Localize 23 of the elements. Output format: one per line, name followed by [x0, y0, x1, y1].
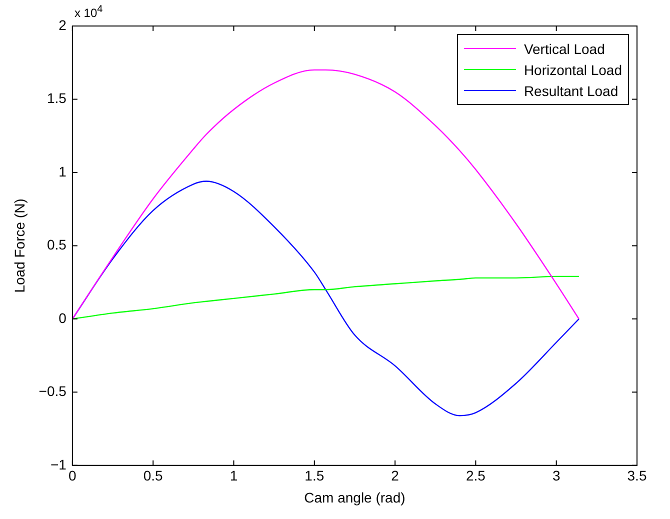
y-tick-label: 0.5 [46, 236, 67, 253]
x-tick-label: 0 [68, 468, 77, 484]
x-tick-label: 3.5 [627, 468, 647, 484]
legend-label: Resultant Load [524, 82, 618, 98]
x-tick-label: 3 [552, 468, 560, 484]
legend-label: Horizontal Load [524, 62, 622, 78]
line-series [72, 180, 580, 416]
x-tick-label: 1.5 [304, 468, 324, 484]
y-tick-label: 1 [58, 163, 67, 180]
y-axis-title: Load Force (N) [11, 198, 28, 293]
y-tick-label: 1.5 [46, 90, 67, 106]
y-tick-label: −1 [50, 456, 67, 472]
x-tick-label: 2.5 [466, 468, 486, 484]
x-axis-title: Cam angle (rad) [304, 489, 406, 506]
line-series [72, 276, 580, 320]
text: x 10$^{4}$ [74, 4, 103, 20]
y-tick-label: −0.5 [38, 383, 67, 400]
x-tick-label: 1 [230, 468, 238, 484]
y-tick-label: 2 [58, 16, 67, 33]
x-tick-label: 2 [391, 468, 400, 484]
legend-label: Vertical Load [524, 40, 605, 56]
y-tick-label: 0 [58, 310, 67, 326]
x-tick-label: 0.5 [143, 468, 164, 484]
